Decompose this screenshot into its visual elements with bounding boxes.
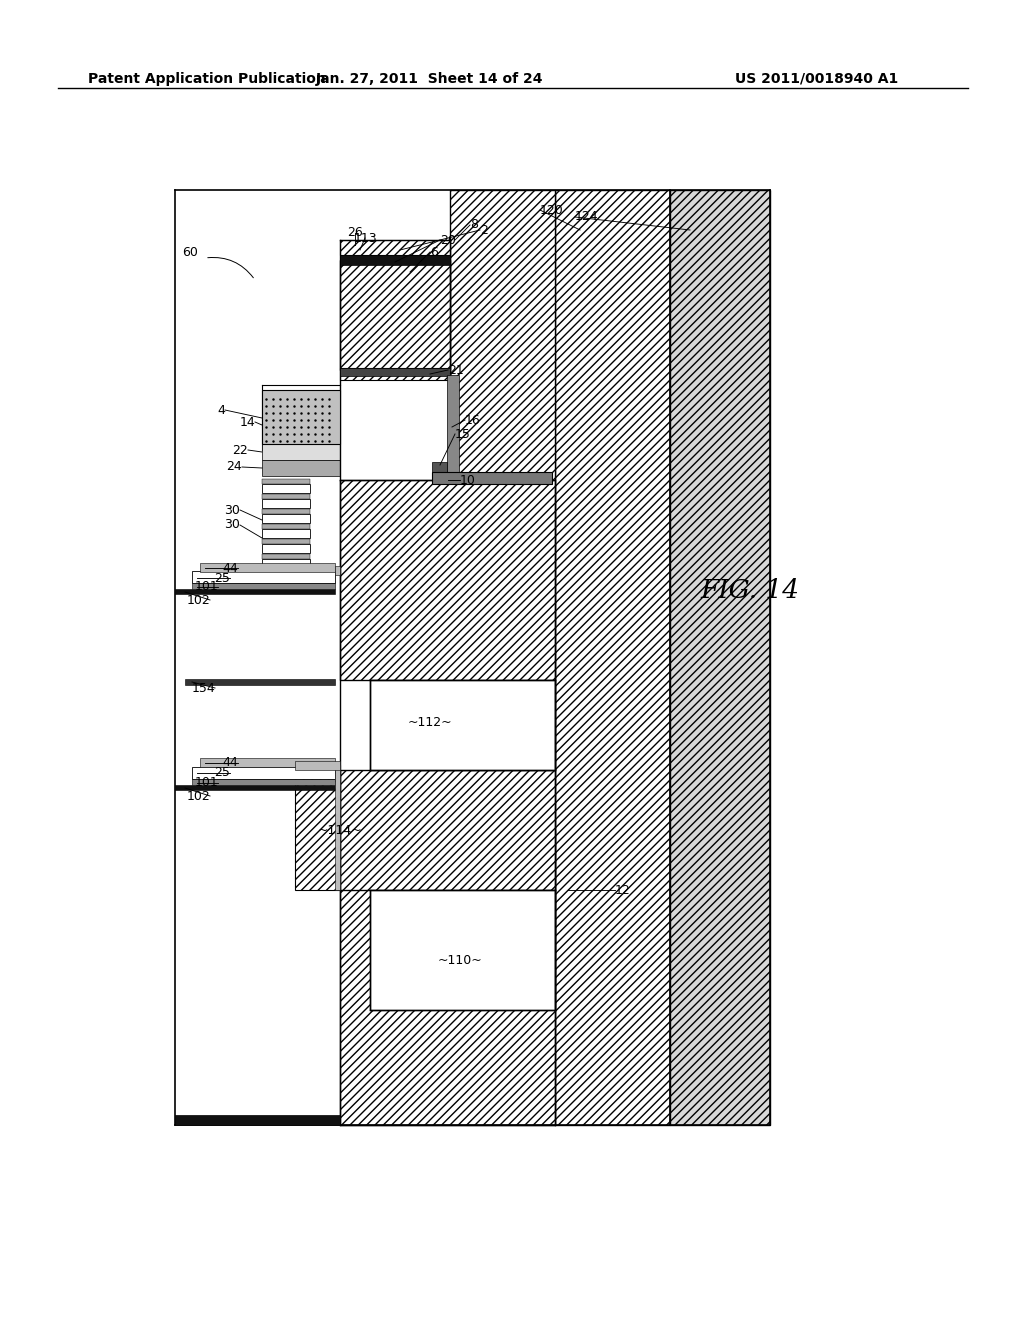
- Bar: [262, 479, 310, 484]
- Text: 26: 26: [347, 227, 362, 239]
- Bar: [262, 539, 310, 544]
- Text: 101: 101: [195, 776, 218, 789]
- Text: 20: 20: [440, 234, 456, 247]
- Text: 8: 8: [470, 219, 478, 231]
- Bar: [555, 190, 670, 1125]
- Bar: [262, 554, 310, 558]
- Text: 6: 6: [430, 246, 438, 259]
- Bar: [185, 678, 335, 685]
- Text: 25: 25: [214, 572, 230, 585]
- Text: 124: 124: [575, 210, 599, 223]
- Text: 2: 2: [480, 223, 487, 236]
- Text: 15: 15: [455, 428, 471, 441]
- Bar: [262, 513, 310, 523]
- Bar: [193, 583, 335, 589]
- Bar: [340, 770, 555, 890]
- Bar: [340, 255, 450, 265]
- Bar: [432, 462, 447, 480]
- Bar: [335, 566, 340, 576]
- Text: 21: 21: [449, 363, 464, 376]
- Bar: [193, 779, 335, 785]
- Text: 4: 4: [217, 404, 225, 417]
- Bar: [262, 389, 340, 444]
- Bar: [370, 890, 555, 1010]
- Text: 120: 120: [540, 203, 564, 216]
- Text: ~112~: ~112~: [408, 715, 453, 729]
- Text: Patent Application Publication: Patent Application Publication: [88, 73, 326, 86]
- Bar: [200, 564, 335, 572]
- Bar: [447, 375, 459, 480]
- Text: 60: 60: [182, 246, 198, 259]
- Bar: [262, 484, 310, 492]
- Text: 10: 10: [460, 474, 476, 487]
- Bar: [200, 758, 335, 767]
- Text: 16: 16: [465, 413, 480, 426]
- Bar: [262, 558, 310, 568]
- Bar: [262, 524, 310, 529]
- Text: FIG. 14: FIG. 14: [700, 578, 799, 602]
- Text: 25: 25: [214, 767, 230, 780]
- Bar: [175, 785, 335, 789]
- Text: ~110~: ~110~: [437, 953, 482, 966]
- Bar: [335, 766, 340, 890]
- Text: 22: 22: [232, 444, 248, 457]
- Bar: [370, 680, 555, 770]
- Bar: [432, 473, 552, 484]
- Bar: [262, 494, 310, 499]
- Bar: [262, 510, 310, 513]
- Bar: [262, 529, 310, 539]
- Bar: [340, 830, 555, 1125]
- Text: Jan. 27, 2011  Sheet 14 of 24: Jan. 27, 2011 Sheet 14 of 24: [316, 73, 544, 86]
- Bar: [340, 480, 555, 680]
- Text: 30: 30: [224, 503, 240, 516]
- Text: 102: 102: [186, 789, 210, 803]
- Bar: [340, 260, 450, 370]
- Text: 101: 101: [195, 581, 218, 594]
- Text: 12: 12: [615, 883, 631, 896]
- Text: 14: 14: [240, 416, 255, 429]
- Bar: [193, 572, 335, 583]
- Text: 154: 154: [191, 681, 215, 694]
- Text: 24: 24: [226, 461, 242, 474]
- Bar: [175, 589, 335, 594]
- Text: 44: 44: [222, 756, 238, 770]
- Bar: [340, 368, 450, 376]
- Bar: [262, 459, 340, 477]
- Text: 30: 30: [224, 519, 240, 532]
- Bar: [175, 1115, 340, 1125]
- Bar: [295, 766, 340, 890]
- Text: ~114~: ~114~: [317, 824, 362, 837]
- Bar: [340, 368, 450, 380]
- Bar: [193, 767, 335, 779]
- Text: 102: 102: [186, 594, 210, 606]
- Bar: [262, 499, 310, 508]
- Bar: [295, 762, 340, 770]
- Bar: [450, 190, 555, 480]
- Bar: [262, 444, 340, 459]
- Text: 44: 44: [222, 561, 238, 574]
- Bar: [340, 240, 450, 255]
- Text: 113: 113: [353, 231, 377, 244]
- Bar: [670, 190, 770, 1125]
- Bar: [262, 544, 310, 553]
- Text: US 2011/0018940 A1: US 2011/0018940 A1: [735, 73, 898, 86]
